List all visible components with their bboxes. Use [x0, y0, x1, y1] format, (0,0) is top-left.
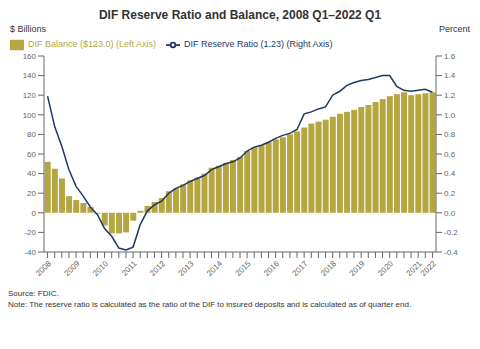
svg-text:2016: 2016	[262, 259, 281, 278]
svg-text:0.4: 0.4	[444, 169, 456, 178]
svg-text:1.2: 1.2	[444, 91, 456, 100]
svg-text:-0.2: -0.2	[444, 228, 458, 237]
svg-text:40: 40	[27, 169, 36, 178]
svg-text:120: 120	[23, 91, 37, 100]
html-text:DIF Reserve Ratio (1.23) (Righ: DIF Reserve Ratio (1.23) (Right Axis)	[184, 39, 333, 50]
svg-text:2015: 2015	[234, 259, 253, 278]
svg-text:80: 80	[27, 130, 36, 139]
svg-text:1.0: 1.0	[444, 111, 456, 120]
svg-text:1.6: 1.6	[444, 52, 456, 61]
svg-text:100: 100	[23, 111, 37, 120]
svg-text:0: 0	[32, 209, 37, 218]
svg-text:2009: 2009	[63, 259, 82, 278]
svg-text:140: 140	[23, 71, 37, 80]
svg-text:-40: -40	[24, 248, 36, 257]
html-text:Source: FDIC.: Source: FDIC.	[8, 289, 59, 298]
svg-text:-0.4: -0.4	[444, 248, 458, 257]
svg-text:1.4: 1.4	[444, 71, 456, 80]
svg-text:0.2: 0.2	[444, 189, 456, 198]
svg-text:0.8: 0.8	[444, 130, 456, 139]
svg-text:2018: 2018	[319, 259, 338, 278]
html-text:$ Billions: $ Billions	[10, 24, 46, 34]
svg-text:2014: 2014	[205, 259, 224, 278]
svg-text:2010: 2010	[91, 259, 110, 278]
svg-text:2012: 2012	[148, 259, 167, 278]
svg-text:2013: 2013	[177, 259, 196, 278]
svg-text:2022: 2022	[419, 259, 438, 278]
svg-text:2020: 2020	[376, 259, 395, 278]
svg-text:2011: 2011	[120, 259, 139, 278]
html-text:Percent: Percent	[439, 24, 470, 34]
svg-text:0.0: 0.0	[444, 209, 456, 218]
svg-text:-20: -20	[24, 228, 36, 237]
svg-text:20: 20	[27, 189, 36, 198]
svg-text:60: 60	[27, 150, 36, 159]
html-text:Note: The reserve ratio is cal: Note: The reserve ratio is calculated as…	[8, 300, 412, 309]
svg-text:2019: 2019	[348, 259, 367, 278]
html-text:DIF Balance ($123.0) (Left Axi: DIF Balance ($123.0) (Left Axis)	[28, 39, 157, 50]
svg-text:160: 160	[23, 52, 37, 61]
html-text:DIF Reserve Ratio and Balance,: DIF Reserve Ratio and Balance, 2008 Q1–2…	[98, 8, 382, 22]
svg-text:0.6: 0.6	[444, 150, 456, 159]
svg-text:2017: 2017	[291, 259, 310, 278]
svg-text:2021: 2021	[404, 259, 424, 278]
svg-text:2008: 2008	[34, 259, 53, 278]
